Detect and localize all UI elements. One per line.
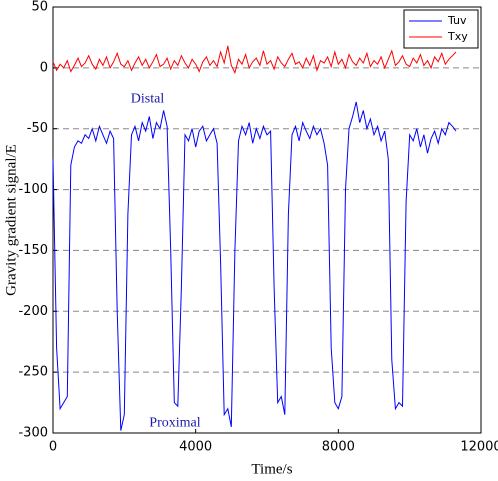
- x-tick-label: 8000: [322, 440, 355, 455]
- legend-label: Txy: [447, 30, 468, 43]
- x-tick-label: 4000: [179, 440, 212, 455]
- annotation: Distal: [131, 92, 165, 107]
- y-tick-label: -300: [18, 426, 48, 441]
- plot-frame: [52, 6, 482, 434]
- legend-box: [403, 9, 479, 49]
- series-line: [52, 45, 457, 75]
- y-tick-label: -200: [18, 304, 48, 319]
- y-tick-label: -100: [18, 182, 48, 197]
- legend-label: Tuv: [447, 14, 467, 27]
- x-axis-label: Time/s: [251, 461, 292, 477]
- y-tick-label: -150: [18, 243, 48, 258]
- y-tick-label: -50: [27, 121, 48, 136]
- y-axis-label: Gravity gradient signal/E: [3, 144, 19, 296]
- x-tick-label: 0: [49, 440, 57, 455]
- x-tick-label: 12000: [460, 440, 498, 455]
- series-line: [52, 101, 457, 431]
- y-tick-label: 50: [31, 0, 48, 15]
- y-tick-label: -250: [18, 365, 48, 380]
- y-tick-label: 0: [40, 60, 48, 75]
- annotation: Proximal: [149, 415, 200, 430]
